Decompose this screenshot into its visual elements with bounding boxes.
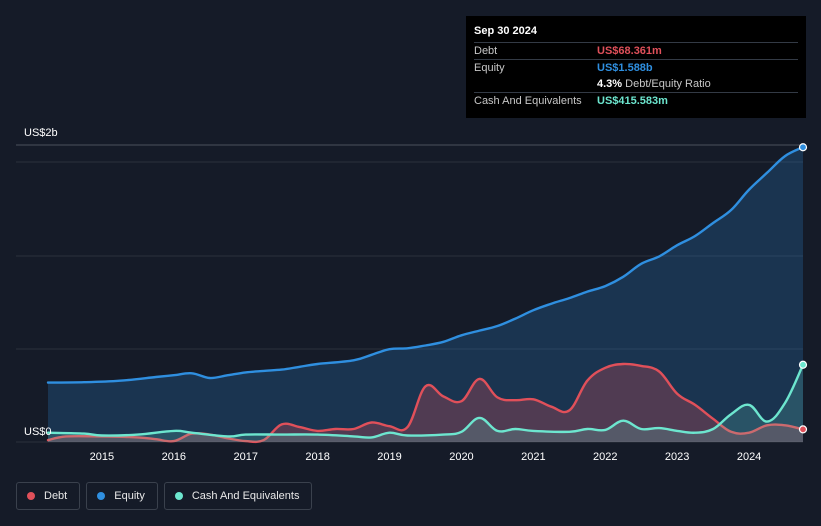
tooltip-equity-value: US$1.588b <box>597 62 653 74</box>
tooltip-ratio-label: Debt/Equity Ratio <box>625 78 711 90</box>
tooltip-cash-label: Cash And Equivalents <box>474 95 582 107</box>
x-tick-label: 2017 <box>233 451 257 463</box>
equity-area <box>48 147 803 442</box>
x-tick-label: 2022 <box>593 451 617 463</box>
x-tick-label: 2019 <box>377 451 401 463</box>
tooltip-equity-row: Equity US$1.588b <box>474 59 798 76</box>
debt-area <box>48 363 803 442</box>
tooltip-equity-label: Equity <box>474 62 505 74</box>
equity-line <box>46 146 805 384</box>
x-tick-label: 2015 <box>90 451 114 463</box>
x-tick-label: 2018 <box>305 451 329 463</box>
x-tick-label: 2016 <box>162 451 186 463</box>
legend-item-equity[interactable]: Equity <box>86 482 158 510</box>
debt-dot-icon <box>27 492 35 500</box>
tooltip-cash-row: Cash And Equivalents US$415.583m <box>474 92 798 109</box>
cash-and-equivalents-area <box>48 364 803 442</box>
tooltip-debt-row: Debt US$68.361m <box>474 42 798 59</box>
legend-label-cash: Cash And Equivalents <box>191 490 300 502</box>
tooltip-ratio-row: 4.3% Debt/Equity Ratio <box>474 76 798 92</box>
x-tick-label: 2023 <box>665 451 689 463</box>
x-axis-ticks: 2015 2016 2017 2018 2019 2020 2021 2022 2023 2024 <box>90 451 762 463</box>
tooltip-debt-label: Debt <box>474 45 498 57</box>
tooltip-cash-value: US$415.583m <box>597 95 668 107</box>
legend-label-debt: Debt <box>44 490 68 502</box>
legend: Debt Equity Cash And Equivalents <box>16 482 313 510</box>
cash-and-equivalents-end-marker[interactable] <box>798 360 808 369</box>
tooltip-ratio: 4.3% Debt/Equity Ratio <box>597 76 711 92</box>
equity-end-marker[interactable] <box>798 143 808 152</box>
series-layer <box>46 146 805 444</box>
tooltip-ratio-value: 4.3% <box>597 78 623 90</box>
tooltip-debt-value: US$68.361m <box>597 45 662 57</box>
tooltip-date: Sep 30 2024 <box>474 25 537 37</box>
tooltip-panel: Sep 30 2024 Debt US$68.361m Equity US$1.… <box>466 16 806 118</box>
x-tick-label: 2021 <box>521 451 545 463</box>
x-tick-label: 2024 <box>737 451 761 463</box>
legend-label-equity: Equity <box>114 490 145 502</box>
y-axis-bottom-label: US$0 <box>24 426 52 438</box>
end-markers <box>798 143 808 434</box>
equity-dot-icon <box>97 492 106 500</box>
x-tick-label: 2020 <box>449 451 473 463</box>
debt-end-marker[interactable] <box>798 425 808 434</box>
cash-and-equivalents-line <box>46 363 805 439</box>
y-axis-top-label: US$2b <box>24 127 58 139</box>
gridlines <box>16 144 803 443</box>
legend-item-cash[interactable]: Cash And Equivalents <box>163 482 313 510</box>
legend-item-debt[interactable]: Debt <box>16 482 81 510</box>
cash-dot-icon <box>174 492 183 500</box>
